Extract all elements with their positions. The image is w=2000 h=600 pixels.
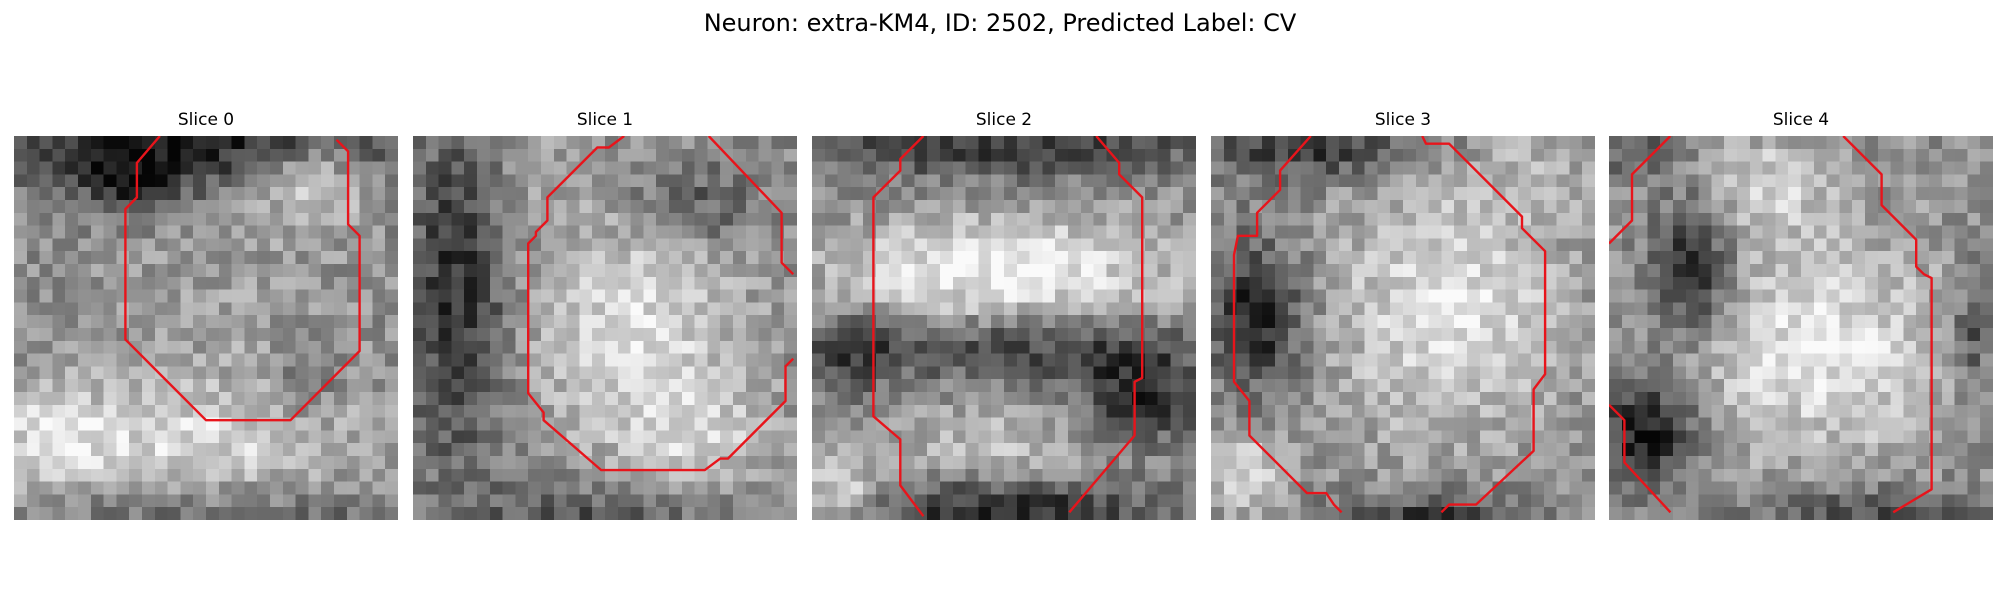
- pixel-grid: [1211, 136, 1595, 520]
- slice-panel-0: Slice 0: [14, 108, 398, 520]
- contour-line: [1842, 136, 1933, 514]
- figure-title: Neuron: extra-KM4, ID: 2502, Predicted L…: [703, 9, 1297, 37]
- contour-line: [707, 136, 795, 276]
- slice-image: [1211, 136, 1595, 520]
- contour-line: [1068, 136, 1144, 514]
- slice-panel-4: Slice 4: [1609, 108, 1993, 520]
- slice-panel-2: Slice 2: [812, 108, 1196, 520]
- slice-image: [413, 136, 797, 520]
- slice-panel-3: Slice 3: [1211, 108, 1595, 520]
- slice-image: [812, 136, 1196, 520]
- contour-line: [1232, 136, 1343, 514]
- slice-title: Slice 4: [1772, 110, 1830, 130]
- slice-title: Slice 1: [576, 110, 634, 130]
- slice-title: Slice 0: [177, 110, 235, 130]
- slice-image: [1609, 136, 1993, 520]
- contour-line: [526, 136, 795, 472]
- contour-line: [124, 136, 361, 422]
- slice-title: Slice 3: [1374, 110, 1432, 130]
- contour-line: [872, 136, 925, 517]
- pixel-grid: [1609, 136, 1993, 520]
- slice-title: Slice 2: [975, 110, 1033, 130]
- contour-line: [1609, 403, 1672, 514]
- slice-image: [14, 136, 398, 520]
- pixel-grid: [14, 136, 398, 520]
- contour-line: [1421, 136, 1547, 514]
- slice-panel-1: Slice 1: [413, 108, 797, 520]
- pixel-grid: [413, 136, 797, 520]
- contour-line: [1609, 136, 1672, 245]
